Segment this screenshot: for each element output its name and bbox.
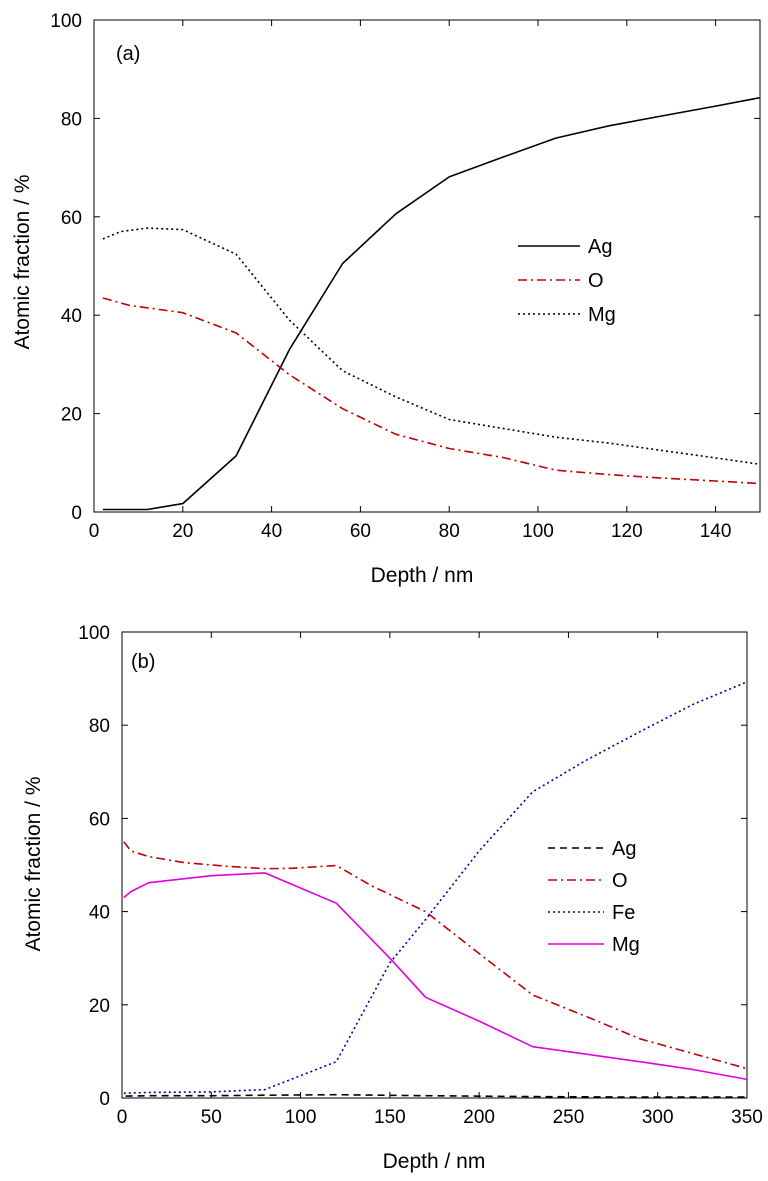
chart-a-panel-label: (a) [116,43,140,65]
x-tick-label: 100 [285,1107,317,1128]
legend-label-fe: Fe [612,902,635,924]
chart-a: 0 20 40 60 80 100 120 140 0 20 40 60 80 100 (a) Dept… [11,11,761,587]
x-tick-label: 350 [731,1107,763,1128]
chart-a-ylabel: Atomic fraction / % [11,174,34,349]
x-tick-label: 0 [89,521,100,542]
legend-label-o: O [588,270,604,292]
x-tick-label: 80 [439,521,460,542]
legend-label-ag: Ag [588,236,612,258]
y-tick-label: 40 [89,903,110,924]
x-tick-label: 50 [201,1107,222,1128]
series-line-ag [125,1093,747,1098]
x-tick-label: 0 [117,1107,128,1128]
legend-label-mg: Mg [612,934,640,956]
x-tick-label: 40 [261,521,282,542]
x-tick-label: 120 [611,521,643,542]
y-tick-label: 80 [61,109,82,130]
y-tick-label: 0 [99,1089,110,1110]
x-tick-label: 200 [463,1107,495,1128]
chart-b-series-layer [123,681,748,1098]
chart-b-plot-frame [121,631,748,1099]
chart-a-xticks: 0 20 40 60 80 100 120 140 [89,20,732,542]
y-tick-label: 60 [61,208,82,229]
chart-b-xticks: 0 50 100 150 200 250 300 350 [117,632,763,1128]
y-tick-label: 40 [61,306,82,327]
chart-a-xlabel: Depth / nm [371,564,474,587]
y-tick-label: 0 [71,503,82,524]
series-line-fe [123,681,748,1095]
chart-a-plot-frame [93,19,761,513]
y-tick-label: 60 [89,809,110,830]
chart-b-legend: Ag O Fe Mg [548,838,640,956]
series-line-mg [123,872,748,1081]
x-tick-label: 20 [172,521,193,542]
legend-label-ag: Ag [612,838,636,860]
series-line-o [102,297,761,485]
x-tick-label: 150 [374,1107,406,1128]
legend-label-o: O [612,870,628,892]
x-tick-label: 250 [553,1107,585,1128]
x-tick-label: 60 [350,521,371,542]
chart-a-yticks: 0 20 40 60 80 100 [50,11,760,524]
legend-label-mg: Mg [588,304,616,326]
chart-b-panel-label: (b) [131,651,155,673]
series-line-ag [102,96,761,511]
y-tick-label: 20 [89,996,110,1017]
chart-b-xlabel: Depth / nm [383,1150,486,1173]
chart-a-series-layer [102,96,761,511]
y-tick-label: 100 [78,623,110,644]
y-tick-label: 80 [89,716,110,737]
y-tick-label: 100 [50,11,82,32]
series-line-mg [102,227,761,466]
chart-a-legend: Ag O Mg [518,236,616,326]
x-tick-label: 300 [642,1107,674,1128]
chart-b-ylabel: Atomic fraction / % [22,776,45,951]
chart-b: 0 50 100 150 200 250 300 350 0 20 40 60 80 100 (b) D… [22,623,763,1173]
y-tick-label: 20 [61,405,82,426]
x-tick-label: 140 [700,521,732,542]
x-tick-label: 100 [522,521,554,542]
chart-b-yticks: 0 20 40 60 80 100 [78,623,747,1110]
